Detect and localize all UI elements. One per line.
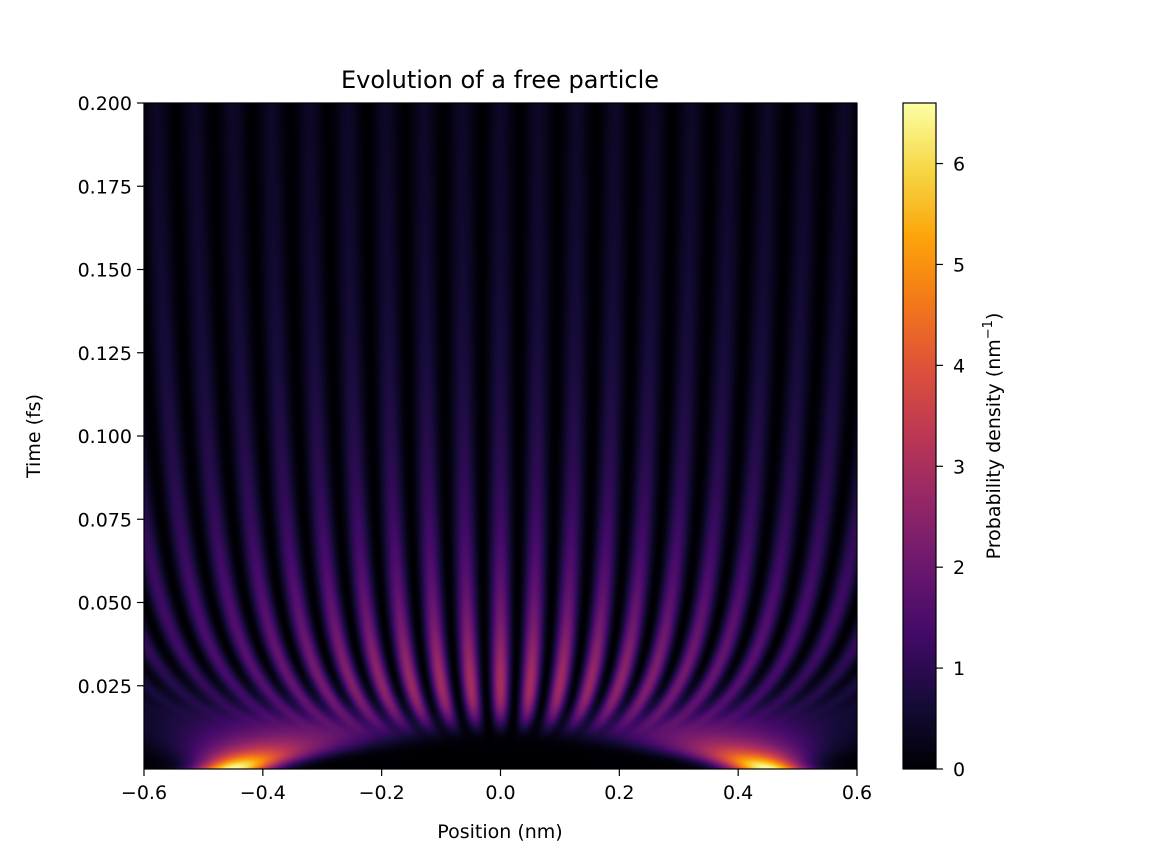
colorbar-tick-label: 0 xyxy=(953,759,965,781)
y-axis: 0.025 0.050 0.075 0.100 0.125 0.150 0.175 0.200 xyxy=(78,93,144,698)
x-tick-label: 0.6 xyxy=(842,782,872,804)
colorbar-tick-label: 4 xyxy=(953,355,965,377)
colorbar-tick-label: 1 xyxy=(953,658,965,680)
colorbar-tick-label: 2 xyxy=(953,557,965,579)
colorbar-tick-label: 6 xyxy=(953,154,965,176)
x-axis-label: Position (nm) xyxy=(437,821,562,843)
x-tick-label: −0.6 xyxy=(121,782,167,804)
x-axis: −0.6 −0.4 −0.2 0.0 0.2 0.4 0.6 xyxy=(121,769,872,804)
x-tick-label: 0.0 xyxy=(485,782,515,804)
y-tick-label: 0.100 xyxy=(78,426,132,448)
x-tick-label: 0.2 xyxy=(604,782,634,804)
chart-title: Evolution of a free particle xyxy=(341,66,659,94)
colorbar-tick-label: 5 xyxy=(953,254,965,276)
x-tick-label: −0.2 xyxy=(359,782,405,804)
colorbar xyxy=(902,102,937,770)
heatmap-canvas xyxy=(144,103,857,769)
y-tick-label: 0.200 xyxy=(78,93,132,115)
colorbar-label: Probability density (nm−1) xyxy=(981,313,1005,560)
y-tick-label: 0.125 xyxy=(78,343,132,365)
y-tick-label: 0.175 xyxy=(78,176,132,198)
x-tick-label: −0.4 xyxy=(240,782,286,804)
y-tick-label: 0.075 xyxy=(78,509,132,531)
y-axis-label: Time (fs) xyxy=(23,394,45,479)
colorbar-axis: 0 1 2 3 4 5 6 xyxy=(936,154,965,781)
y-tick-label: 0.150 xyxy=(78,260,132,282)
heatmap-area xyxy=(144,103,857,769)
y-tick-label: 0.025 xyxy=(78,676,132,698)
y-tick-label: 0.050 xyxy=(78,593,132,615)
colorbar-tick-label: 3 xyxy=(953,456,965,478)
x-tick-label: 0.4 xyxy=(723,782,753,804)
